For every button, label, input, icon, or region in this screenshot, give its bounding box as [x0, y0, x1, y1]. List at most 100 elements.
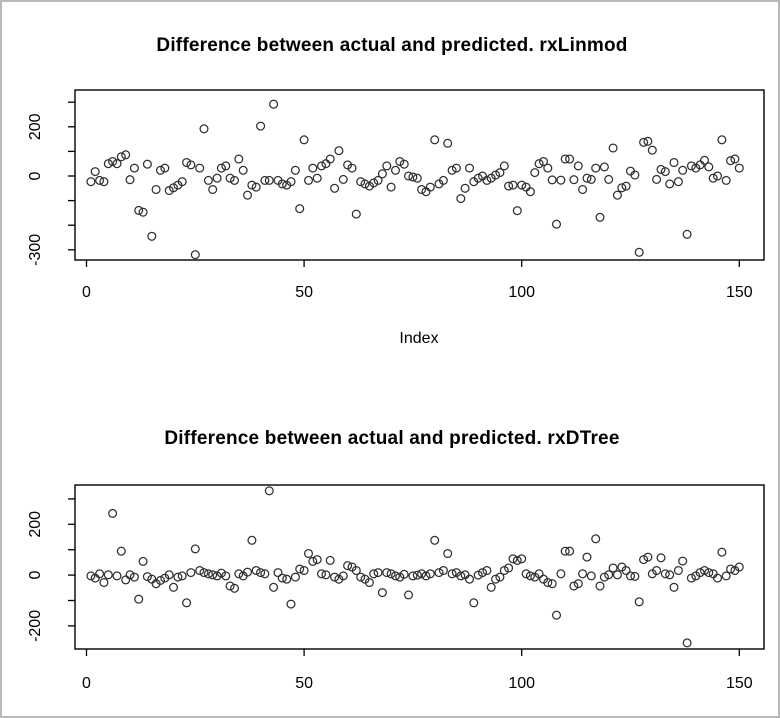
data-point	[142, 159, 152, 169]
data-point	[364, 577, 374, 588]
data-point	[578, 184, 588, 195]
data-point	[721, 571, 731, 581]
data-point	[665, 179, 675, 189]
data-point	[491, 170, 501, 180]
data-point	[647, 145, 657, 155]
data-point	[312, 555, 322, 565]
y-tick-label: 200	[27, 113, 44, 140]
data-point	[425, 569, 435, 579]
x-tick-label: 0	[82, 284, 91, 301]
data-point	[390, 165, 401, 175]
data-point	[560, 154, 570, 164]
x-tick-label: 150	[726, 284, 753, 301]
data-point	[569, 175, 579, 185]
data-point	[643, 136, 653, 146]
data-point	[656, 553, 666, 563]
data-point	[495, 168, 505, 178]
data-point	[112, 159, 122, 169]
data-point	[686, 573, 696, 583]
data-point	[242, 567, 253, 577]
top-x-axis-label: Index	[399, 330, 438, 347]
data-point	[730, 154, 740, 164]
data-point	[369, 178, 379, 188]
data-point	[726, 564, 736, 574]
data-point	[269, 582, 279, 592]
data-point	[504, 181, 514, 191]
data-point	[678, 556, 688, 566]
data-point	[321, 570, 331, 580]
top-plot-axes: 0 50 100 150 200 0 -300	[27, 101, 753, 301]
data-point	[290, 572, 300, 582]
data-point	[438, 175, 448, 185]
data-point	[99, 577, 109, 588]
data-point	[177, 177, 187, 187]
data-point	[525, 571, 535, 581]
data-point	[216, 568, 226, 578]
data-point	[138, 207, 148, 217]
data-point	[695, 568, 705, 578]
data-point	[168, 582, 179, 592]
data-point	[242, 190, 253, 200]
data-point	[277, 573, 287, 583]
data-point	[447, 569, 457, 579]
data-point	[264, 175, 274, 185]
data-point	[395, 572, 405, 582]
data-point	[260, 175, 270, 185]
data-point	[438, 565, 448, 576]
data-point	[103, 570, 113, 580]
data-point	[495, 572, 505, 582]
data-point	[595, 581, 605, 591]
data-point	[551, 610, 562, 620]
data-point	[699, 565, 710, 576]
data-point	[286, 177, 296, 187]
data-point	[460, 183, 470, 193]
data-point	[108, 508, 118, 518]
data-point	[412, 570, 422, 580]
data-point	[155, 575, 166, 585]
data-point	[221, 161, 231, 171]
data-point	[582, 173, 592, 183]
data-point	[717, 547, 727, 557]
data-point	[726, 156, 736, 166]
data-point	[434, 568, 444, 578]
top-plot-points	[86, 99, 744, 260]
data-point	[512, 206, 522, 216]
data-point	[565, 546, 575, 556]
data-point	[299, 135, 309, 145]
data-point	[316, 161, 327, 171]
data-point	[182, 598, 192, 608]
data-point	[303, 175, 314, 185]
top-chart-title: Difference between actual and predicted.…	[156, 35, 628, 56]
data-point	[399, 569, 409, 579]
data-point	[547, 175, 557, 185]
data-point	[669, 157, 679, 168]
data-point	[734, 163, 744, 173]
data-point	[147, 231, 157, 241]
data-point	[360, 179, 370, 189]
data-point	[469, 598, 479, 608]
data-point	[573, 161, 583, 171]
top-plot-box	[74, 89, 765, 261]
data-point	[491, 574, 501, 584]
data-point	[264, 486, 274, 496]
data-point	[660, 167, 670, 177]
y-tick-label: 0	[27, 171, 44, 180]
data-point	[399, 159, 409, 169]
data-point	[699, 155, 710, 165]
data-point	[116, 546, 126, 556]
data-point	[582, 552, 592, 562]
data-point	[430, 135, 440, 145]
data-point	[325, 154, 335, 164]
data-point	[543, 577, 553, 588]
bottom-plot-points	[86, 486, 744, 648]
data-point	[395, 156, 405, 167]
data-point	[125, 570, 135, 580]
data-point	[373, 175, 383, 185]
data-point	[586, 174, 596, 184]
data-point	[186, 568, 196, 578]
y-tick-label: -300	[27, 234, 44, 266]
data-point	[316, 569, 327, 579]
data-point	[673, 177, 683, 187]
data-point	[443, 138, 453, 148]
